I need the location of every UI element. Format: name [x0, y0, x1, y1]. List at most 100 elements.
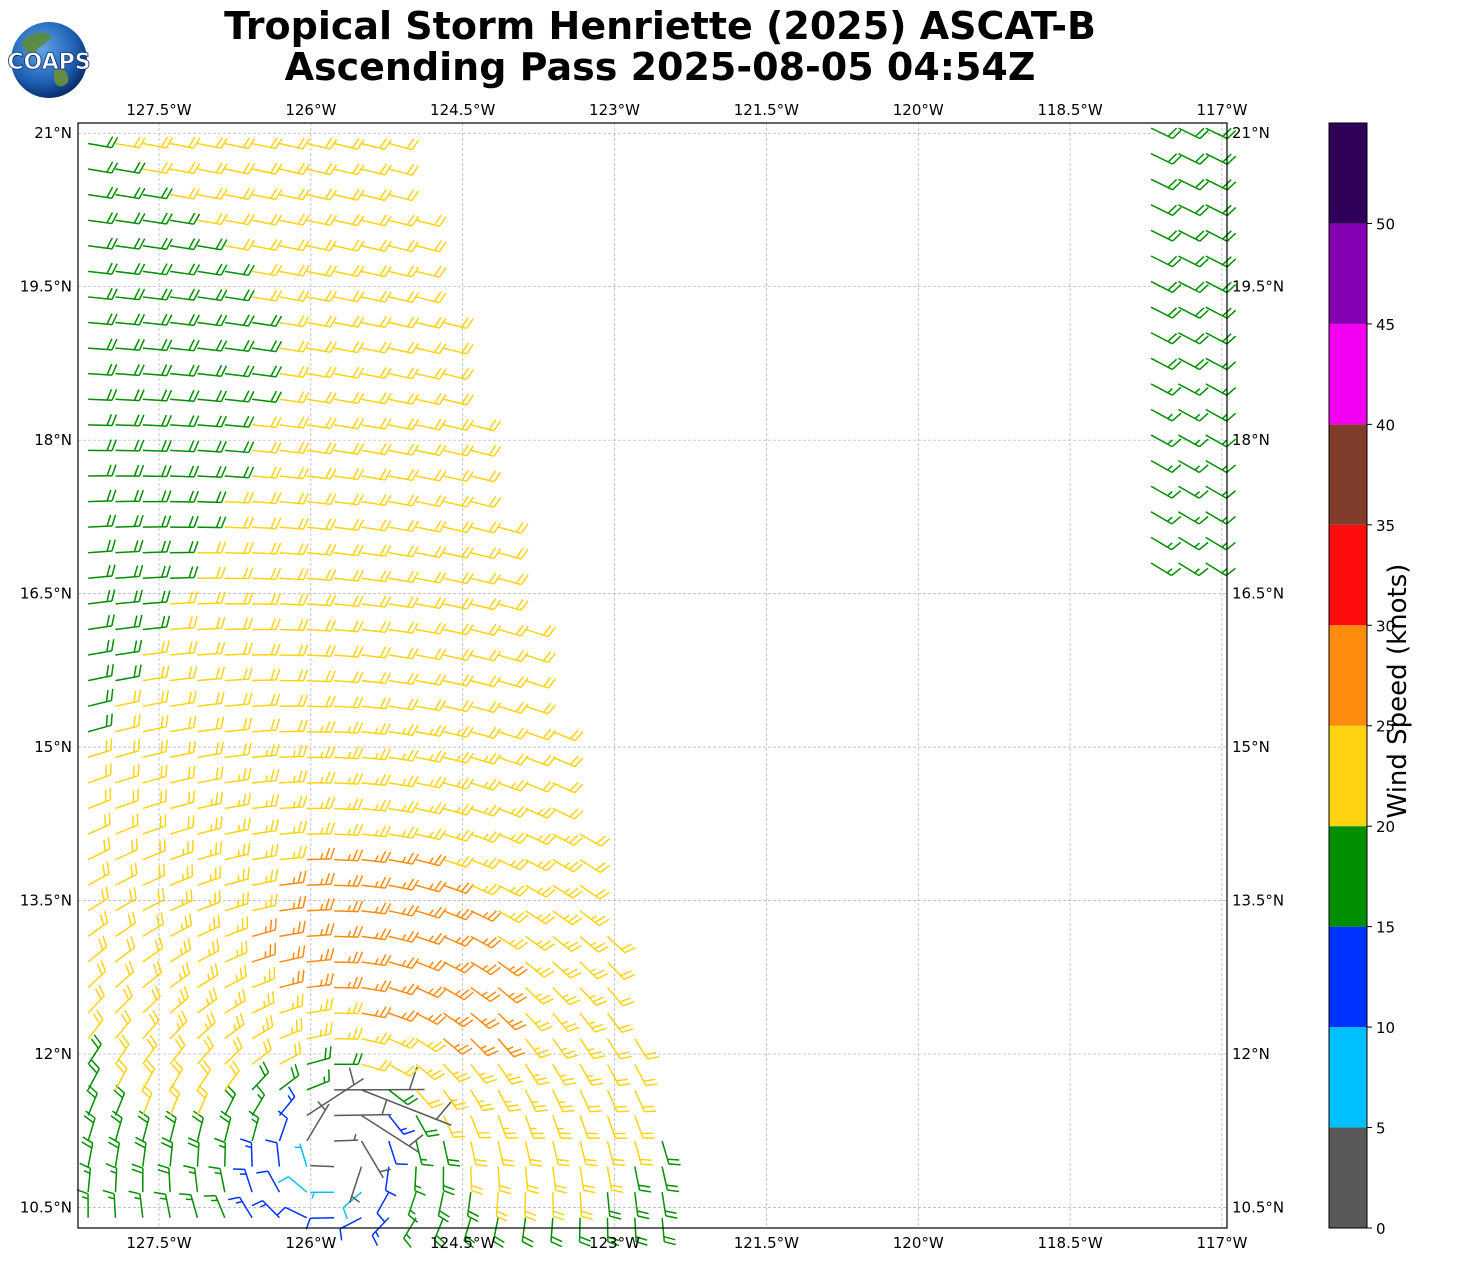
wind-barb [88, 614, 115, 631]
wind-barb [169, 740, 196, 759]
wind-barb [388, 852, 419, 865]
wind-barb [1150, 459, 1182, 474]
wind-barb [552, 1140, 570, 1167]
wind-barb [87, 639, 115, 656]
wind-barb [1150, 229, 1182, 242]
wind-barb [115, 136, 146, 149]
wind-barb [224, 137, 256, 150]
lon-tick-label: 124.5°W [430, 1234, 495, 1252]
wind-barb [579, 833, 611, 847]
wind-barb [497, 650, 529, 663]
wind-barb [579, 1012, 607, 1033]
wind-barb [169, 715, 197, 733]
wind-barb [306, 1067, 364, 1117]
colorbar-bin [1329, 123, 1367, 224]
wind-barb [415, 880, 447, 893]
wind-barb [306, 213, 338, 227]
wind-barb [334, 747, 364, 760]
wind-barb [334, 823, 364, 836]
wind-barb [497, 1115, 519, 1139]
wind-barb [525, 910, 556, 925]
wind-barb [443, 393, 474, 406]
lat-tick-label: 15°N [1232, 738, 1270, 756]
wind-barb [497, 779, 529, 792]
wind-barb [142, 714, 169, 733]
wind-barb [142, 764, 168, 784]
wind-barb [83, 1110, 96, 1142]
wind-barb [1150, 357, 1182, 371]
wind-barb [279, 213, 310, 226]
wind-barb [333, 417, 365, 430]
wind-barb [170, 288, 200, 301]
wind-barb [361, 570, 392, 583]
wind-barb [169, 889, 193, 912]
lat-tick-label: 10.5°N [20, 1199, 72, 1217]
wind-barb [634, 1166, 652, 1193]
wind-barb [306, 997, 334, 1014]
wind-barb [334, 442, 365, 455]
colorbar-tick-label: 40 [1376, 416, 1395, 434]
wind-barb [252, 794, 280, 810]
wind-barb [388, 647, 419, 660]
wind-barb [294, 1143, 308, 1167]
wind-barb [552, 1192, 565, 1221]
wind-barb [87, 713, 113, 733]
wind-barb [252, 693, 281, 707]
wind-barb [251, 991, 275, 1014]
wind-barb [169, 1035, 186, 1065]
wind-barb [131, 1163, 144, 1193]
wind-barb [606, 987, 635, 1007]
wind-barb [251, 1061, 270, 1091]
lat-tick-label: 19.5°N [1232, 278, 1284, 296]
wind-barb [306, 391, 337, 404]
wind-barb [334, 493, 365, 506]
colorbar-label: Wind Speed (knots) [1383, 563, 1413, 819]
wind-barb [224, 516, 254, 529]
wind-barb [1150, 408, 1182, 422]
wind-barb [88, 363, 118, 376]
wind-barb [227, 1196, 253, 1219]
wind-barb [137, 1110, 150, 1142]
wind-barb [1178, 229, 1209, 242]
wind-barb [197, 162, 228, 175]
wind-barb [224, 891, 249, 912]
wind-barb [495, 1192, 508, 1222]
wind-barb [443, 935, 475, 947]
wind-barb [521, 1217, 534, 1248]
wind-barb [197, 666, 226, 682]
wind-barb [415, 418, 447, 431]
wind-barb [415, 673, 447, 686]
wind-barb [87, 861, 110, 886]
wind-barb [251, 868, 279, 886]
wind-barb [279, 441, 310, 455]
wind-barb [361, 595, 392, 608]
wind-barb [214, 1137, 227, 1167]
wind-barb [142, 590, 171, 605]
wind-barb [415, 520, 447, 533]
wind-barb [552, 1063, 577, 1086]
wind-barb [197, 288, 228, 302]
wind-barb [115, 514, 144, 528]
wind-barb [197, 865, 222, 886]
wind-barb [334, 1002, 363, 1015]
wind-barb [388, 672, 419, 685]
wind-barb [88, 414, 118, 427]
colorbar-tick-label: 45 [1376, 316, 1395, 334]
wind-barb [497, 1140, 515, 1167]
wind-barb [252, 441, 282, 454]
wind-barb [1150, 485, 1182, 499]
wind-barb [415, 1012, 447, 1026]
wind-barb [579, 987, 608, 1007]
wind-barb [1178, 536, 1209, 551]
wind-barb [579, 884, 610, 900]
wind-barb [306, 872, 336, 886]
wind-barb [306, 467, 337, 480]
wind-barb [252, 618, 281, 631]
wind-barb [384, 1166, 397, 1197]
wind-barb [497, 1038, 526, 1058]
wind-barb [142, 789, 167, 810]
wind-barb [388, 418, 420, 431]
wind-barb [443, 1012, 474, 1028]
wind-barb [197, 516, 227, 529]
wind-barb [443, 469, 474, 483]
